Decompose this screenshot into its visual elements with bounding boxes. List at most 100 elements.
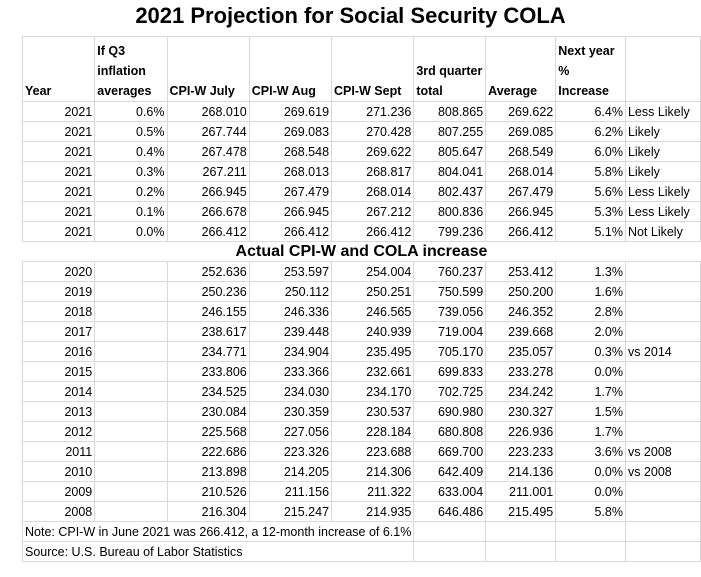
- empty-cell[interactable]: [555, 521, 626, 542]
- cell-cpi-aug[interactable]: 233.366: [248, 361, 333, 382]
- cell-likelihood[interactable]: [624, 501, 701, 522]
- cell-cpi-aug[interactable]: 214.205: [248, 461, 333, 482]
- cell-year[interactable]: 2013: [21, 401, 96, 422]
- cell-pct-increase[interactable]: 1.7%: [555, 421, 626, 442]
- cell-q3-total[interactable]: 719.004: [413, 321, 487, 342]
- cell-cpi-sept[interactable]: 232.661: [331, 361, 415, 382]
- cell-cpi-july[interactable]: 234.525: [166, 381, 250, 402]
- cell-cpi-sept[interactable]: 268.817: [331, 161, 415, 182]
- cell-pct-increase[interactable]: 6.4%: [555, 101, 626, 122]
- cell-cpi-aug[interactable]: 266.412: [248, 221, 333, 242]
- note-text[interactable]: Note: CPI-W in June 2021 was 266.412, a …: [21, 521, 414, 542]
- cell-year[interactable]: 2009: [21, 481, 96, 502]
- cell-average[interactable]: 250.200: [485, 281, 557, 302]
- cell-cpi-aug[interactable]: 268.013: [248, 161, 333, 182]
- cell-likelihood[interactable]: [624, 361, 701, 382]
- cell-cpi-july[interactable]: 216.304: [166, 501, 250, 522]
- cell-likelihood[interactable]: [624, 301, 701, 322]
- cell-likelihood[interactable]: vs 2008: [624, 461, 701, 482]
- cell-pct-increase[interactable]: 6.0%: [555, 141, 626, 162]
- cell-likelihood[interactable]: Less Likely: [624, 101, 701, 122]
- cell-cpi-july[interactable]: 210.526: [166, 481, 250, 502]
- cell-cpi-sept[interactable]: 254.004: [331, 261, 415, 282]
- cell-year[interactable]: 2010: [21, 461, 96, 482]
- cell-cpi-sept[interactable]: 230.537: [331, 401, 415, 422]
- cell-average[interactable]: 253.412: [485, 261, 557, 282]
- header-cpi-aug[interactable]: CPI-W Aug: [248, 36, 333, 102]
- cell-q3-total[interactable]: 646.486: [413, 501, 487, 522]
- cell-average[interactable]: 215.495: [485, 501, 557, 522]
- cell-cpi-sept[interactable]: 269.622: [331, 141, 415, 162]
- cell-likelihood[interactable]: Not Likely: [624, 221, 701, 242]
- cell-cpi-july[interactable]: 250.236: [166, 281, 250, 302]
- cell-year[interactable]: 2017: [21, 321, 96, 342]
- cell-q3-inflation[interactable]: 0.6%: [94, 101, 168, 122]
- cell-q3-inflation[interactable]: [94, 441, 168, 462]
- cell-q3-inflation[interactable]: [94, 301, 168, 322]
- cell-average[interactable]: 269.622: [485, 101, 557, 122]
- cell-q3-inflation[interactable]: [94, 501, 168, 522]
- cell-pct-increase[interactable]: 1.5%: [555, 401, 626, 422]
- cell-year[interactable]: 2014: [21, 381, 96, 402]
- cell-cpi-aug[interactable]: 268.548: [248, 141, 333, 162]
- cell-q3-inflation[interactable]: 0.3%: [94, 161, 168, 182]
- cell-q3-inflation[interactable]: [94, 341, 168, 362]
- cell-cpi-sept[interactable]: 240.939: [331, 321, 415, 342]
- cell-likelihood[interactable]: [624, 481, 701, 502]
- cell-pct-increase[interactable]: 2.0%: [555, 321, 626, 342]
- cell-q3-total[interactable]: 760.237: [413, 261, 487, 282]
- cell-cpi-sept[interactable]: 228.184: [331, 421, 415, 442]
- cell-year[interactable]: 2021: [21, 181, 96, 202]
- cell-cpi-july[interactable]: 267.478: [166, 141, 250, 162]
- cell-q3-total[interactable]: 680.808: [413, 421, 487, 442]
- cell-likelihood[interactable]: Likely: [624, 121, 701, 142]
- cell-cpi-aug[interactable]: 234.904: [248, 341, 333, 362]
- cell-cpi-sept[interactable]: 234.170: [331, 381, 415, 402]
- header-year[interactable]: Year: [21, 36, 96, 102]
- cell-cpi-sept[interactable]: 246.565: [331, 301, 415, 322]
- cell-cpi-aug[interactable]: 269.619: [248, 101, 333, 122]
- header-q3-total[interactable]: 3rd quarter total: [413, 36, 487, 102]
- cell-q3-inflation[interactable]: 0.5%: [94, 121, 168, 142]
- cell-likelihood[interactable]: [624, 421, 701, 442]
- cell-q3-total[interactable]: 690.980: [413, 401, 487, 422]
- cell-pct-increase[interactable]: 0.3%: [555, 341, 626, 362]
- cell-likelihood[interactable]: Less Likely: [624, 201, 701, 222]
- cell-year[interactable]: 2021: [21, 141, 96, 162]
- cell-cpi-sept[interactable]: 214.935: [331, 501, 415, 522]
- cell-cpi-sept[interactable]: 268.014: [331, 181, 415, 202]
- cell-q3-inflation[interactable]: [94, 401, 168, 422]
- cell-cpi-july[interactable]: 252.636: [166, 261, 250, 282]
- cell-q3-total[interactable]: 807.255: [413, 121, 487, 142]
- cell-year[interactable]: 2021: [21, 161, 96, 182]
- cell-cpi-july[interactable]: 267.744: [166, 121, 250, 142]
- cell-average[interactable]: 226.936: [485, 421, 557, 442]
- cell-average[interactable]: 268.549: [485, 141, 557, 162]
- cell-cpi-july[interactable]: 268.010: [166, 101, 250, 122]
- cell-pct-increase[interactable]: 5.6%: [555, 181, 626, 202]
- cell-cpi-aug[interactable]: 234.030: [248, 381, 333, 402]
- cell-q3-total[interactable]: 642.409: [413, 461, 487, 482]
- cell-cpi-sept[interactable]: 267.212: [331, 201, 415, 222]
- cell-year[interactable]: 2021: [21, 101, 96, 122]
- empty-cell[interactable]: [555, 541, 626, 562]
- cell-cpi-sept[interactable]: 270.428: [331, 121, 415, 142]
- header-q3-inflation[interactable]: If Q3 inflation averages: [94, 36, 168, 102]
- cell-cpi-july[interactable]: 238.617: [166, 321, 250, 342]
- cell-q3-total[interactable]: 805.647: [413, 141, 487, 162]
- empty-cell[interactable]: [624, 521, 701, 542]
- cell-year[interactable]: 2008: [21, 501, 96, 522]
- cell-q3-inflation[interactable]: [94, 281, 168, 302]
- cell-pct-increase[interactable]: 5.8%: [555, 501, 626, 522]
- cell-cpi-july[interactable]: 222.686: [166, 441, 250, 462]
- header-cpi-sept[interactable]: CPI-W Sept: [331, 36, 415, 102]
- cell-cpi-july[interactable]: 234.771: [166, 341, 250, 362]
- cell-q3-total[interactable]: 669.700: [413, 441, 487, 462]
- header-average[interactable]: Average: [485, 36, 557, 102]
- cell-average[interactable]: 266.945: [485, 201, 557, 222]
- cell-average[interactable]: 234.242: [485, 381, 557, 402]
- cell-cpi-july[interactable]: 246.155: [166, 301, 250, 322]
- cell-cpi-july[interactable]: 266.678: [166, 201, 250, 222]
- cell-year[interactable]: 2021: [21, 121, 96, 142]
- cell-average[interactable]: 230.327: [485, 401, 557, 422]
